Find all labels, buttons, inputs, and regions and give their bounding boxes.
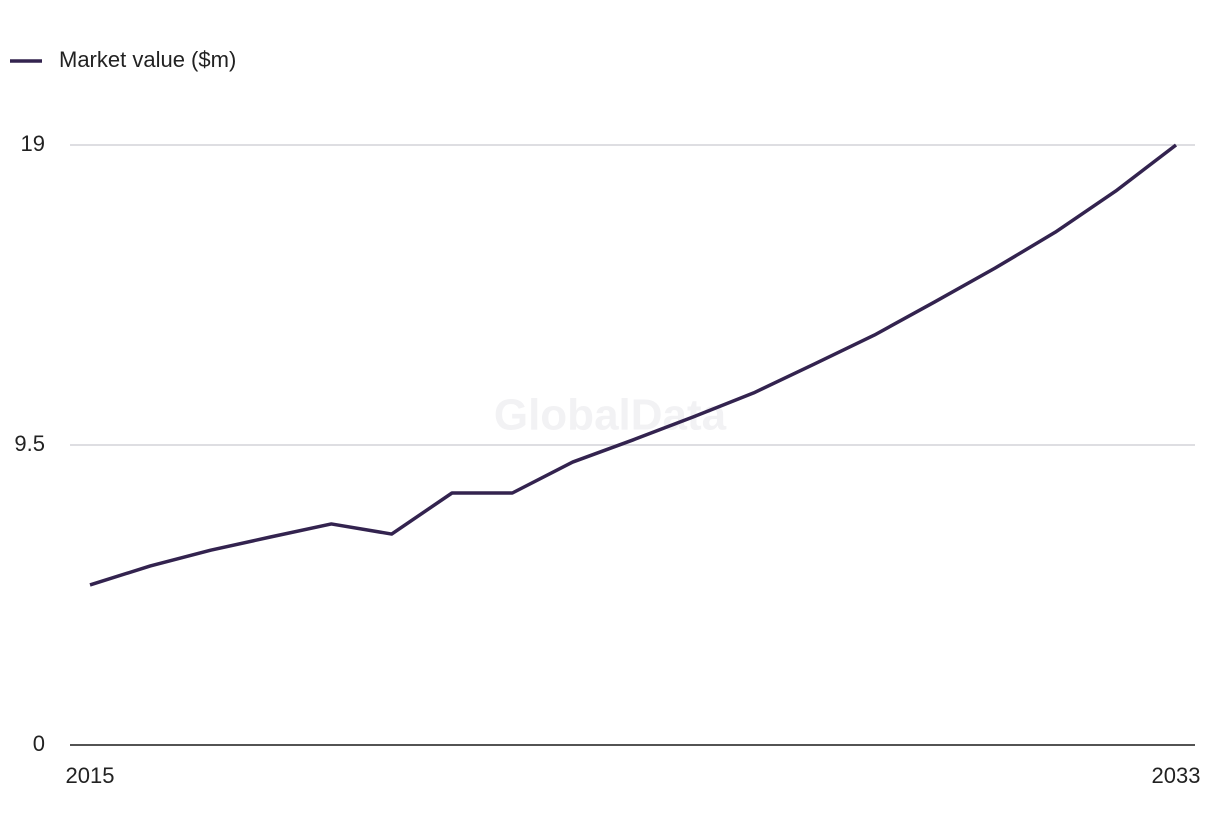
y-tick-label: 0 <box>33 731 45 756</box>
x-tick-label: 2033 <box>1152 763 1201 788</box>
legend-label: Market value ($m) <box>59 47 236 72</box>
data-line <box>89 143 1178 587</box>
y-tick-label: 19 <box>21 131 45 156</box>
watermark: GlobalData <box>494 391 727 440</box>
x-tick-label: 2015 <box>66 763 115 788</box>
y-tick-label: 9.5 <box>14 431 45 456</box>
